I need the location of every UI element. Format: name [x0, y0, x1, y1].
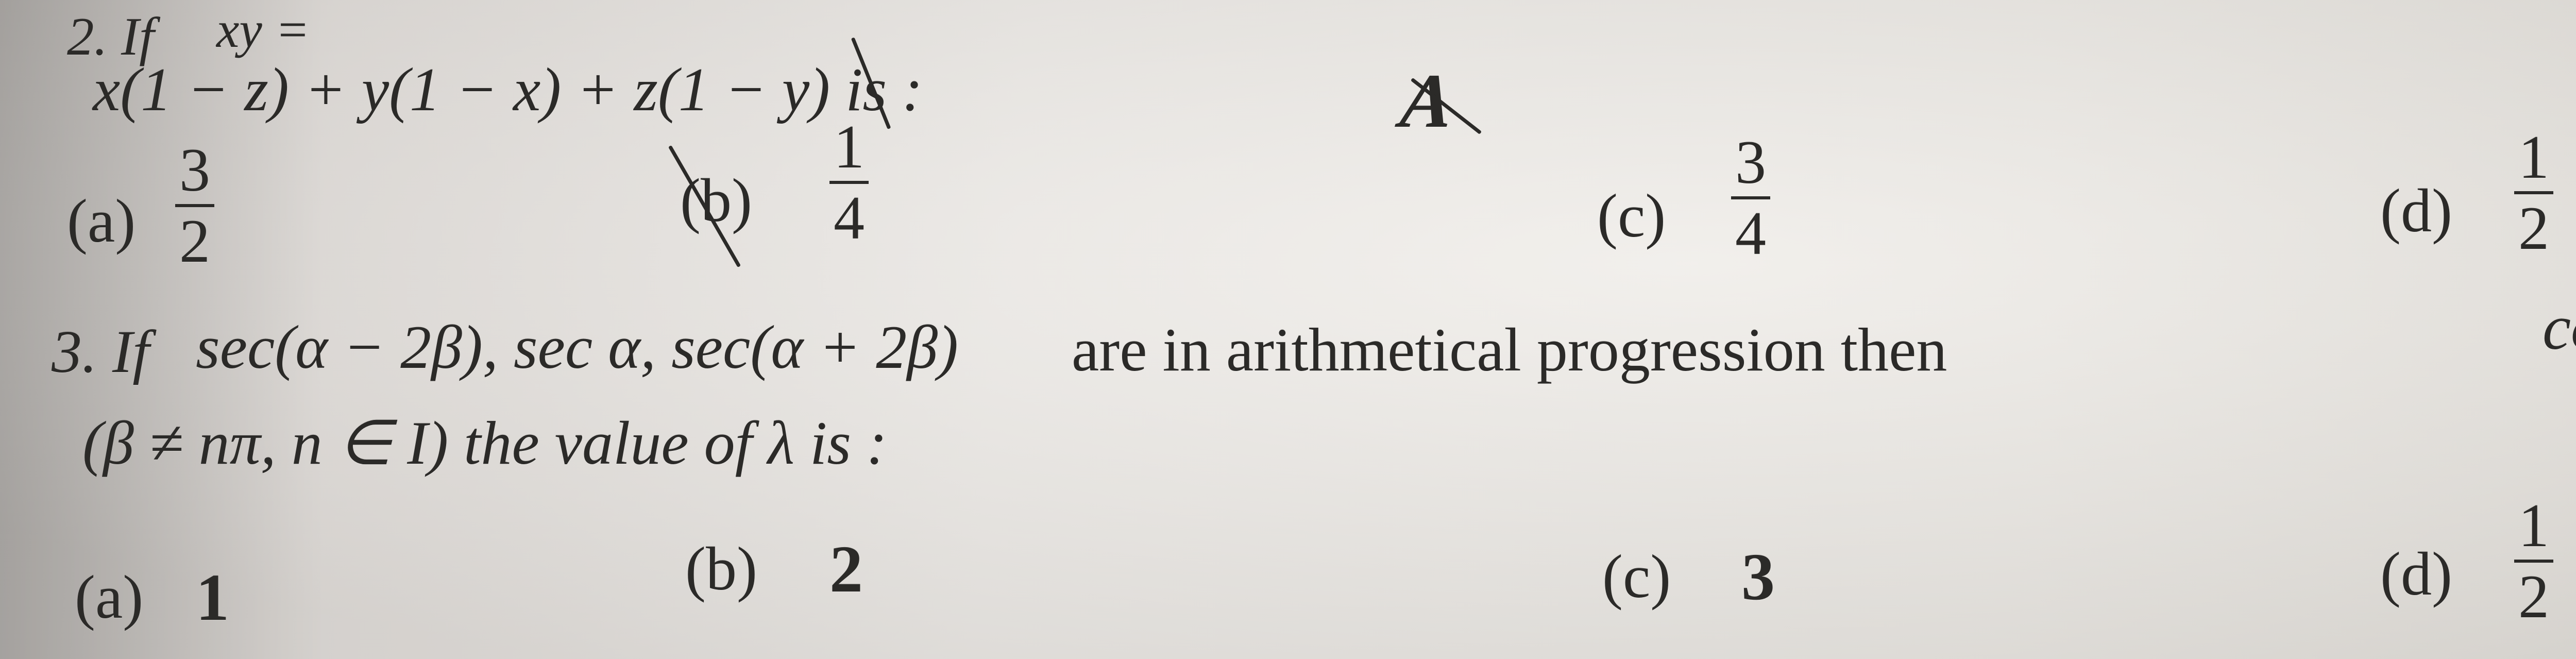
q1-expression: x(1 − z) + y(1 − x) + z(1 − y) is : — [93, 54, 923, 125]
q1-opt-d-value: 1 2 — [2514, 126, 2553, 259]
q2-opt-c-value: 3 — [1741, 538, 1775, 616]
q1-opt-c-num: 3 — [1731, 131, 1770, 196]
q1-opt-c-label: (c) — [1597, 180, 1666, 251]
q2-rhs: cos2 α = λ cos2 β — [2543, 291, 2576, 364]
q1-handwritten-A: A — [1397, 57, 1458, 145]
q1-opt-b-num: 1 — [829, 116, 869, 181]
q1-opt-d-den: 2 — [2514, 191, 2553, 259]
q2-opt-b-label: (b) — [685, 533, 757, 604]
q2-opt-c-label: (c) — [1602, 541, 1671, 612]
q2-lhs: sec(α − 2β), sec α, sec(α + 2β) — [196, 312, 958, 383]
q1-xy-fragment: xy = — [216, 0, 310, 59]
q2-mid: are in arithmetical progression then — [1072, 314, 1947, 385]
q1-opt-c-den: 4 — [1731, 196, 1770, 264]
q2-opt-d-num: 1 — [2514, 495, 2553, 560]
q2-opt-a-label: (a) — [75, 562, 143, 633]
q1-opt-a-label: (a) — [67, 185, 135, 257]
q1-opt-d-num: 1 — [2514, 126, 2553, 191]
q2-condition: (β ≠ nπ, n ∈ I) the value of λ is : — [82, 407, 887, 479]
q1-opt-b-den: 4 — [829, 181, 869, 249]
q1-opt-a-value: 3 2 — [175, 139, 214, 272]
q2-opt-d-label: (d) — [2380, 538, 2452, 610]
q1-opt-a-num: 3 — [175, 139, 214, 204]
q2-opt-d-value: 1 2 — [2514, 495, 2553, 628]
q1-opt-c-value: 3 4 — [1731, 131, 1770, 264]
q2-opt-b-value: 2 — [829, 531, 863, 608]
q1-opt-d-label: (d) — [2380, 175, 2452, 246]
q2-number-if: 3. If — [52, 317, 149, 387]
q1-opt-b-value: 1 4 — [829, 116, 869, 249]
q2-opt-a-value: 1 — [196, 559, 229, 636]
q1-opt-a-den: 2 — [175, 204, 214, 272]
q2-opt-d-den: 2 — [2514, 560, 2553, 628]
